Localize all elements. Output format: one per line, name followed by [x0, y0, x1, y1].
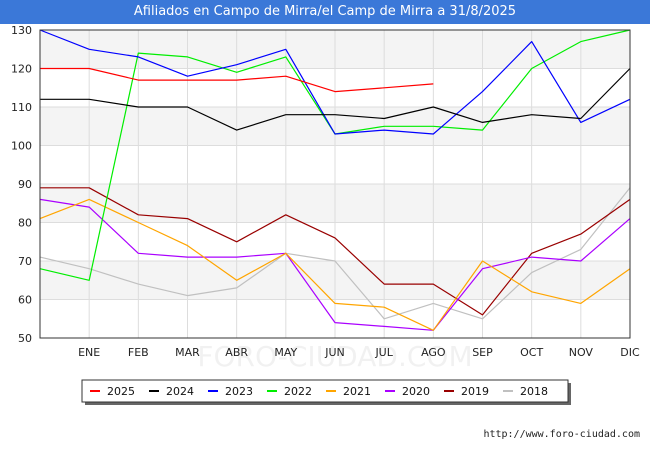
- y-tick-label: 90: [18, 178, 32, 191]
- y-tick-label: 50: [18, 332, 32, 345]
- legend-label-2020: 2020: [402, 385, 430, 398]
- legend: 2025 2024 2023 2022 2021 2020 2019 2018: [81, 379, 571, 405]
- x-tick-label: FEB: [128, 346, 149, 359]
- plot-border: [39, 29, 631, 339]
- y-tick-label: 80: [18, 217, 32, 230]
- legend-label-2021: 2021: [343, 385, 371, 398]
- legend-label-2018: 2018: [520, 385, 548, 398]
- series-line-2020: [39, 198, 631, 331]
- x-tick-label: JUL: [374, 346, 393, 359]
- source-url: http://www.foro-ciudad.com: [483, 429, 640, 440]
- legend-box: [81, 379, 569, 403]
- x-tick-label: ABR: [225, 346, 248, 359]
- legend-label-2019: 2019: [461, 385, 489, 398]
- x-tick-label: AGO: [421, 346, 446, 359]
- x-tick-label: OCT: [520, 346, 543, 359]
- watermark: FORO-CIUDAD.COM: [197, 340, 472, 373]
- legend-label-2025: 2025: [107, 385, 135, 398]
- series-line-2024: [40, 68, 631, 131]
- series-lines: [39, 29, 631, 331]
- series-line-2021: [39, 198, 631, 331]
- series-line-2019: [40, 187, 631, 316]
- y-tick-label: 60: [18, 294, 32, 307]
- legend-label-2022: 2022: [284, 385, 312, 398]
- y-tick-label: 70: [18, 255, 32, 268]
- y-tick-label: 100: [11, 140, 32, 153]
- x-tick-label: NOV: [569, 346, 594, 359]
- y-tick-label: 120: [11, 63, 32, 76]
- legend-label-2023: 2023: [225, 385, 253, 398]
- chart-title: Afiliados en Campo de Mirra/el Camp de M…: [0, 0, 650, 24]
- x-tick-label: SEP: [472, 346, 493, 359]
- series-line-2025: [40, 67, 434, 93]
- legend-label-2024: 2024: [166, 385, 194, 398]
- x-tick-label: ENE: [78, 346, 100, 359]
- series-line-2018: [39, 187, 631, 320]
- x-tick-label: MAR: [175, 346, 200, 359]
- x-axis-ticks: ENE FEB MAR ABR MAY JUN JUL AGO SEP OCT NOV DIC: [78, 346, 640, 359]
- y-tick-label: 130: [11, 24, 32, 37]
- x-tick-label: JUN: [324, 346, 345, 359]
- y-tick-label: 110: [11, 101, 32, 114]
- y-axis-ticks: 50 60 70 80 90 100 110 120 130: [11, 24, 32, 345]
- x-tick-label: MAY: [274, 346, 297, 359]
- series-line-2023: [39, 29, 631, 135]
- x-tick-label: DIC: [620, 346, 640, 359]
